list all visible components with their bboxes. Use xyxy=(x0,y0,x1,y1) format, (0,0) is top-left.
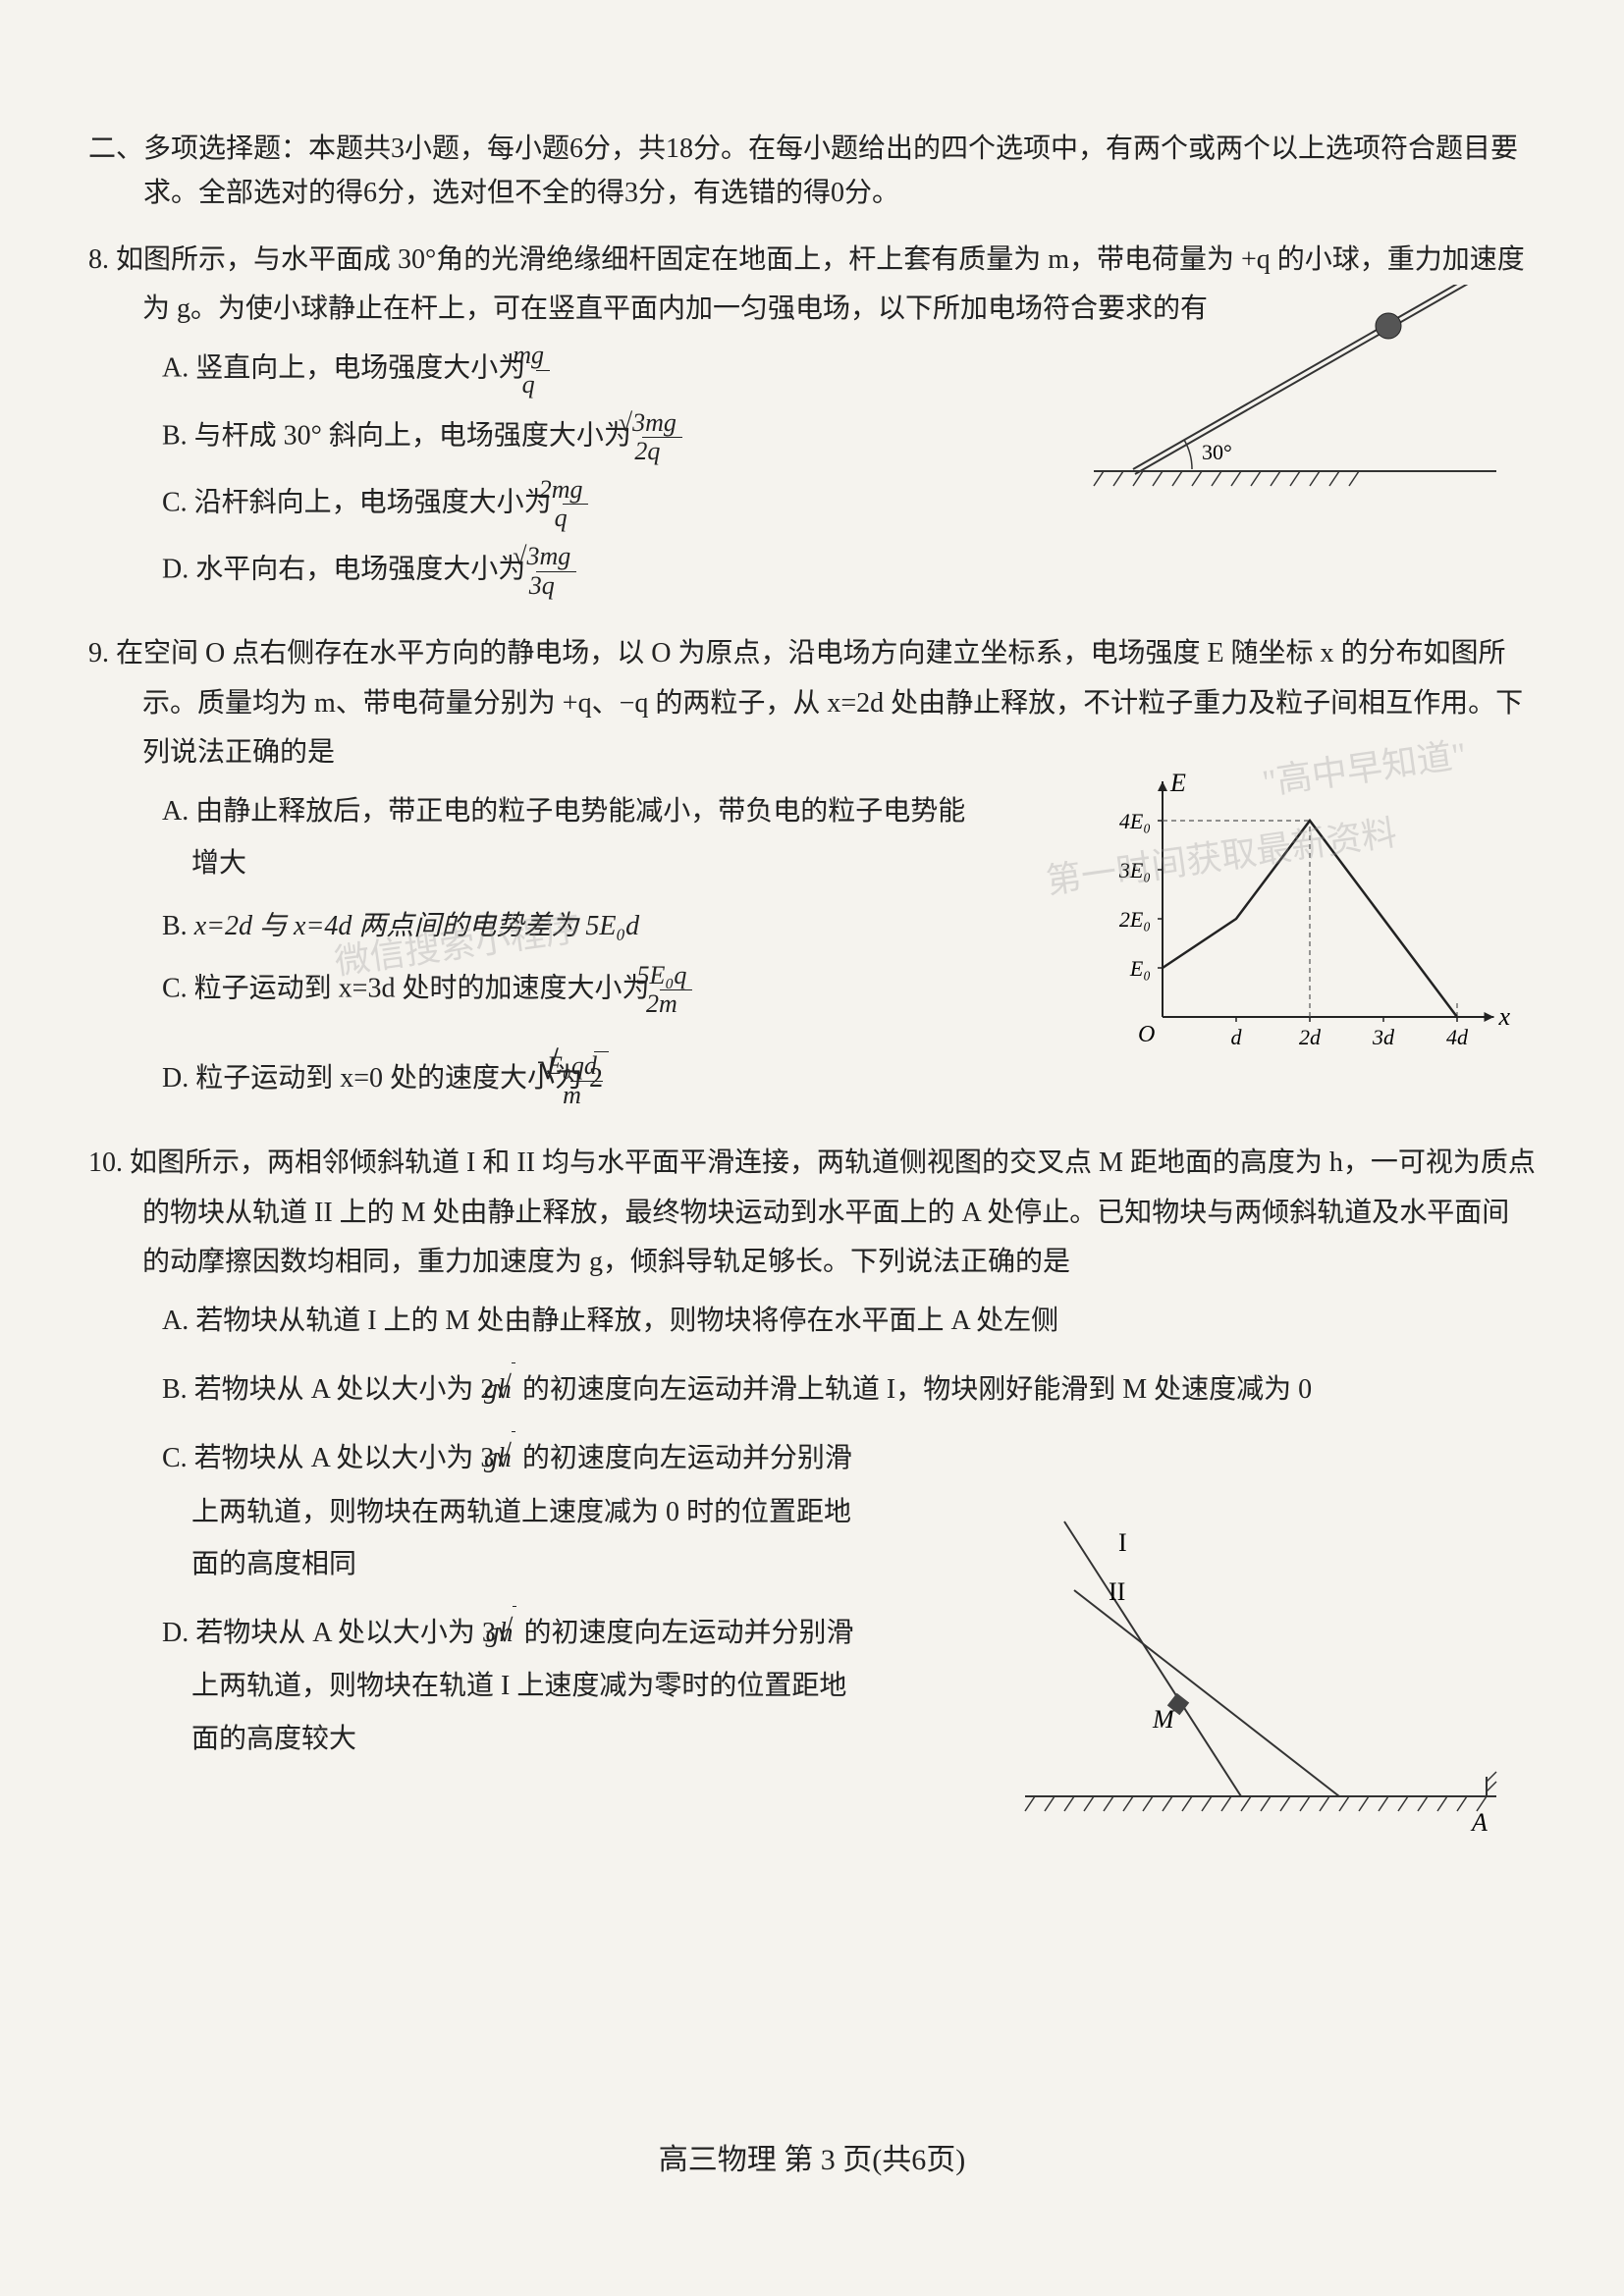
q9-stem: 9. 在空间 O 点右侧存在水平方向的静电场，以 O 为原点，沿电场方向建立坐标… xyxy=(88,629,1536,777)
q9-text: 在空间 O 点右侧存在水平方向的静电场，以 O 为原点，沿电场方向建立坐标系，电… xyxy=(116,638,1523,768)
svg-text:4E₀: 4E₀ xyxy=(1119,809,1151,833)
svg-text:3E₀: 3E₀ xyxy=(1118,858,1151,882)
q8-d-fraction: √3mg 3q xyxy=(536,543,576,600)
q8-d-den: 3q xyxy=(536,572,576,601)
q10-option-a: A. 若物块从轨道 I 上的 M 处由静止释放，则物块将停在水平面上 A 处左侧 xyxy=(162,1295,1536,1347)
q8-a-prefix: A. 竖直向上，电场强度大小为 xyxy=(162,353,525,384)
q8-a-fraction: mg q xyxy=(536,342,550,399)
q10-number: 10. xyxy=(88,1148,123,1178)
q9-option-a: A. 由静止释放后，带正电的粒子电势能减小，带负电的粒子电势能增大 xyxy=(162,785,972,889)
question-8: 8. 如图所示，与水平面成 30°角的光滑绝缘细杆固定在地面上，杆上套有质量为 … xyxy=(88,236,1536,601)
q8-b-prefix: B. 与杆成 30° 斜向上，电场强度大小为 xyxy=(162,420,631,451)
svg-text:A: A xyxy=(1470,1808,1488,1836)
q8-c-fraction: 2mg q xyxy=(563,476,589,533)
q10-text: 如图所示，两相邻倾斜轨道 I 和 II 均与水平面平滑连接，两轨道侧视图的交叉点… xyxy=(130,1148,1536,1277)
svg-text:d: d xyxy=(1231,1025,1243,1049)
q8-b-fraction: √3mg 2q xyxy=(642,409,682,466)
section-2-header: 二、多项选择题：本题共3小题，每小题6分，共18分。在每小题给出的四个选项中，有… xyxy=(88,128,1536,216)
q9-option-c: C. 粒子运动到 x=3d 处时的加速度大小为 5E₀q 2m xyxy=(162,962,972,1019)
q10-b-suffix: 的初速度向左运动并滑上轨道 I，物块刚好能滑到 M 处速度减为 0 xyxy=(515,1374,1312,1405)
q8-a-num: mg xyxy=(536,342,550,371)
q8-option-d: D. 水平向右，电场强度大小为 √3mg 3q xyxy=(162,543,1536,600)
svg-text:M: M xyxy=(1152,1705,1175,1734)
question-10: 10. 如图所示，两相邻倾斜轨道 I 和 II 均与水平面平滑连接，两轨道侧视图… xyxy=(88,1139,1536,1765)
svg-text:2d: 2d xyxy=(1299,1025,1322,1049)
question-9: 9. 在空间 O 点右侧存在水平方向的静电场，以 O 为原点，沿电场方向建立坐标… xyxy=(88,629,1536,1109)
q10-option-c: C. 若物块从 A 处以大小为 3√gh 的初速度向左运动并分别滑上两轨道，则物… xyxy=(162,1426,869,1590)
q9-option-d: D. 粒子运动到 x=0 处的速度大小为 2 E₀qd m √ xyxy=(162,1029,972,1109)
q9-d-sqrt-num: E₀qd xyxy=(570,1052,603,1082)
q9-c-den: 2m xyxy=(660,990,692,1019)
svg-text:E: E xyxy=(1169,769,1186,797)
svg-text:2E₀: 2E₀ xyxy=(1119,907,1151,932)
q8-d-num: √3mg xyxy=(536,543,576,572)
q8-number: 8. xyxy=(88,244,109,275)
q8-c-num: 2mg xyxy=(563,476,589,506)
svg-text:I: I xyxy=(1118,1528,1127,1557)
svg-text:4d: 4d xyxy=(1446,1025,1469,1049)
q9-c-fraction: 5E₀q 2m xyxy=(660,962,692,1019)
q8-figure: 30° xyxy=(1074,285,1516,501)
q10-c-prefix: C. 若物块从 A 处以大小为 3 xyxy=(162,1443,494,1473)
q8-c-den: q xyxy=(563,505,589,533)
page-footer: 高三物理 第 3 页(共6页) xyxy=(0,2135,1624,2178)
q10-option-d: D. 若物块从 A 处以大小为 3√gh 的初速度向左运动并分别滑上两轨道，则物… xyxy=(162,1601,869,1765)
q8-c-prefix: C. 沿杆斜向上，电场强度大小为 xyxy=(162,487,552,517)
q9-option-b: B. x=2d 与 x=4d 两点间的电势差为 5E₀d xyxy=(162,900,972,952)
q9-c-prefix: C. 粒子运动到 x=3d 处时的加速度大小为 xyxy=(162,973,649,1003)
svg-text:O: O xyxy=(1138,1022,1155,1047)
q9-c-num: 5E₀q xyxy=(660,962,692,991)
q8-a-den: q xyxy=(536,371,550,400)
q10-stem: 10. 如图所示，两相邻倾斜轨道 I 和 II 均与水平面平滑连接，两轨道侧视图… xyxy=(88,1139,1536,1287)
q9-b-body: x=2d 与 x=4d 两点间的电势差为 5E₀d xyxy=(194,911,639,941)
q9-d-sqrt-den: m xyxy=(570,1082,603,1110)
svg-text:x: x xyxy=(1498,1002,1511,1031)
q8-d-prefix: D. 水平向右，电场强度大小为 xyxy=(162,554,525,584)
q8-angle-label: 30° xyxy=(1202,440,1232,464)
q10-b-prefix: B. 若物块从 A 处以大小为 2 xyxy=(162,1374,494,1405)
svg-text:II: II xyxy=(1109,1577,1125,1606)
q10-d-prefix: D. 若物块从 A 处以大小为 3 xyxy=(162,1618,496,1648)
q9-number: 9. xyxy=(88,638,109,668)
q8-b-num: √3mg xyxy=(642,409,682,439)
svg-text:3d: 3d xyxy=(1372,1025,1395,1049)
q9-d-sqrt-fraction: E₀qd m xyxy=(570,1052,603,1109)
q10-figure: M I II A xyxy=(1005,1502,1516,1836)
q8-b-den: 2q xyxy=(642,438,682,466)
q9-graph: O Ex E₀ 2E₀ 3E₀ 4E₀ d 2d 3d 4d xyxy=(1104,762,1516,1056)
svg-text:E₀: E₀ xyxy=(1129,956,1151,981)
q10-option-b: B. 若物块从 A 处以大小为 2√gh 的初速度向左运动并滑上轨道 I，物块刚… xyxy=(162,1358,1536,1417)
q9-b-prefix: B. xyxy=(162,911,194,941)
